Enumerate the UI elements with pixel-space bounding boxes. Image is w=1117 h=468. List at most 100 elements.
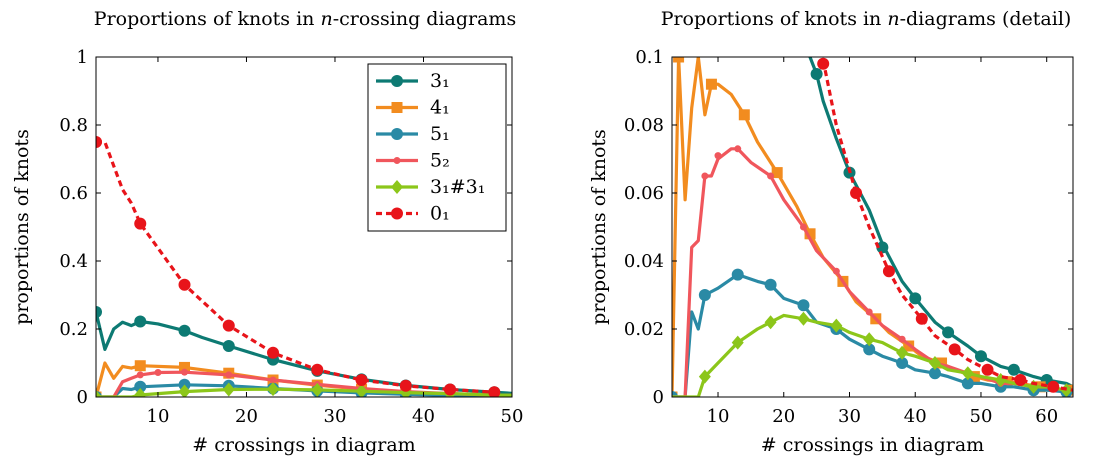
data-point-01 — [1014, 374, 1027, 386]
y-tick-label: 0.4 — [59, 251, 88, 272]
data-point-01 — [222, 319, 235, 332]
x-tick-label: 50 — [970, 406, 993, 427]
plot-area — [672, 57, 1073, 397]
y-tick-label: 0.02 — [624, 319, 664, 340]
data-point-31-sum-31 — [896, 345, 909, 360]
data-point-31-sum-31 — [731, 335, 744, 350]
y-tick-label: 0.08 — [624, 115, 664, 136]
data-point-31-sum-31 — [863, 332, 876, 347]
series-line-01 — [96, 140, 495, 394]
data-point-01 — [399, 379, 412, 392]
y-tick-label: 0.2 — [59, 319, 88, 340]
x-tick-label: 30 — [838, 406, 861, 427]
data-point-41 — [936, 357, 948, 369]
data-point-01 — [882, 265, 895, 278]
data-point-31-sum-31 — [134, 387, 147, 397]
data-point-31-sum-31 — [222, 382, 235, 397]
data-point-31-sum-31 — [698, 369, 711, 384]
y-tick-label: 0.1 — [635, 47, 664, 68]
plot-area — [96, 136, 512, 397]
data-point-51 — [961, 377, 974, 390]
series-line-31 — [96, 310, 512, 395]
data-point-01 — [981, 363, 994, 376]
data-point-52 — [865, 308, 873, 316]
series-01 — [817, 57, 1073, 393]
data-point-01 — [1047, 380, 1060, 393]
legend-swatch-marker — [391, 75, 403, 87]
data-point-31-sum-31 — [928, 356, 941, 370]
legend-box — [367, 63, 507, 232]
data-point-01 — [178, 278, 191, 291]
y-tick-label: 1 — [77, 47, 88, 68]
data-point-01 — [311, 363, 324, 376]
data-point-31 — [1007, 363, 1020, 376]
legend-item-31-sum-31: 3₁#3₁ — [376, 176, 485, 198]
data-point-01 — [850, 187, 863, 199]
data-point-52 — [701, 172, 709, 180]
data-point-51 — [863, 343, 876, 356]
y-axis-label: proportions of knots — [11, 129, 33, 325]
data-point-52 — [225, 371, 233, 379]
legend: 3₁ 4₁ 5₁ 5₂ 3₁#3₁ 0₁ — [367, 63, 507, 232]
data-point-52 — [714, 152, 722, 160]
data-point-01 — [915, 312, 928, 325]
data-point-31-sum-31 — [961, 366, 974, 381]
data-point-01 — [355, 374, 368, 386]
data-point-01 — [96, 136, 102, 148]
data-point-41 — [134, 360, 146, 372]
legend-swatch-marker — [391, 207, 403, 220]
data-point-41 — [738, 109, 750, 121]
data-point-31-sum-31 — [96, 390, 102, 397]
data-point-52 — [832, 267, 840, 275]
data-point-51 — [928, 367, 941, 380]
y-tick-label: 0 — [653, 387, 664, 408]
legend-label: 0₁ — [430, 203, 450, 225]
legend-item-51: 5₁ — [376, 123, 450, 145]
legend-label: 3₁ — [430, 70, 450, 92]
data-point-31 — [876, 241, 889, 254]
data-point-41 — [804, 228, 816, 240]
data-point-31 — [222, 340, 235, 352]
data-point-31-sum-31 — [355, 384, 368, 397]
x-tick-label: 30 — [324, 406, 347, 427]
chart-title: Proportions of knots in n-diagrams (deta… — [661, 8, 1072, 30]
data-point-31 — [810, 68, 823, 80]
x-tick-label: 40 — [412, 406, 435, 427]
series-31 — [808, 57, 1073, 389]
data-point-31 — [942, 326, 955, 339]
data-point-01 — [488, 386, 501, 397]
data-point-31-sum-31 — [311, 382, 324, 397]
series-line-51 — [96, 383, 512, 397]
data-point-01 — [134, 217, 147, 230]
plot-frame — [671, 56, 1074, 398]
legend-item-41: 4₁ — [376, 97, 450, 119]
y-tick-label: 0.06 — [624, 183, 664, 204]
data-point-52 — [154, 369, 162, 377]
data-point-51 — [134, 380, 147, 393]
data-point-51 — [797, 299, 810, 312]
series-31-sum-31 — [672, 311, 1073, 397]
legend-label: 4₁ — [430, 97, 450, 119]
x-tick-label: 50 — [501, 406, 524, 427]
series-line-52 — [672, 147, 1069, 397]
data-point-41 — [705, 78, 717, 90]
legend-swatch-marker — [393, 157, 401, 164]
series-01 — [96, 136, 501, 397]
series-line-01 — [821, 60, 1073, 392]
data-point-52 — [269, 376, 277, 384]
x-tick-label: 20 — [235, 406, 258, 427]
plot-frame — [95, 56, 513, 398]
data-point-31 — [974, 350, 987, 363]
data-point-31-sum-31 — [764, 315, 777, 330]
legend-item-31: 3₁ — [376, 70, 450, 92]
data-point-41 — [968, 371, 980, 383]
y-tick-label: 0.8 — [59, 115, 88, 136]
chart-panel-2: Proportions of knots in n-diagrams (deta… — [588, 8, 1074, 456]
data-point-31-sum-31 — [830, 318, 843, 333]
x-tick-label: 40 — [904, 406, 927, 427]
data-point-01 — [267, 346, 280, 359]
data-point-31-sum-31 — [797, 311, 810, 326]
legend-label: 5₂ — [430, 150, 450, 172]
